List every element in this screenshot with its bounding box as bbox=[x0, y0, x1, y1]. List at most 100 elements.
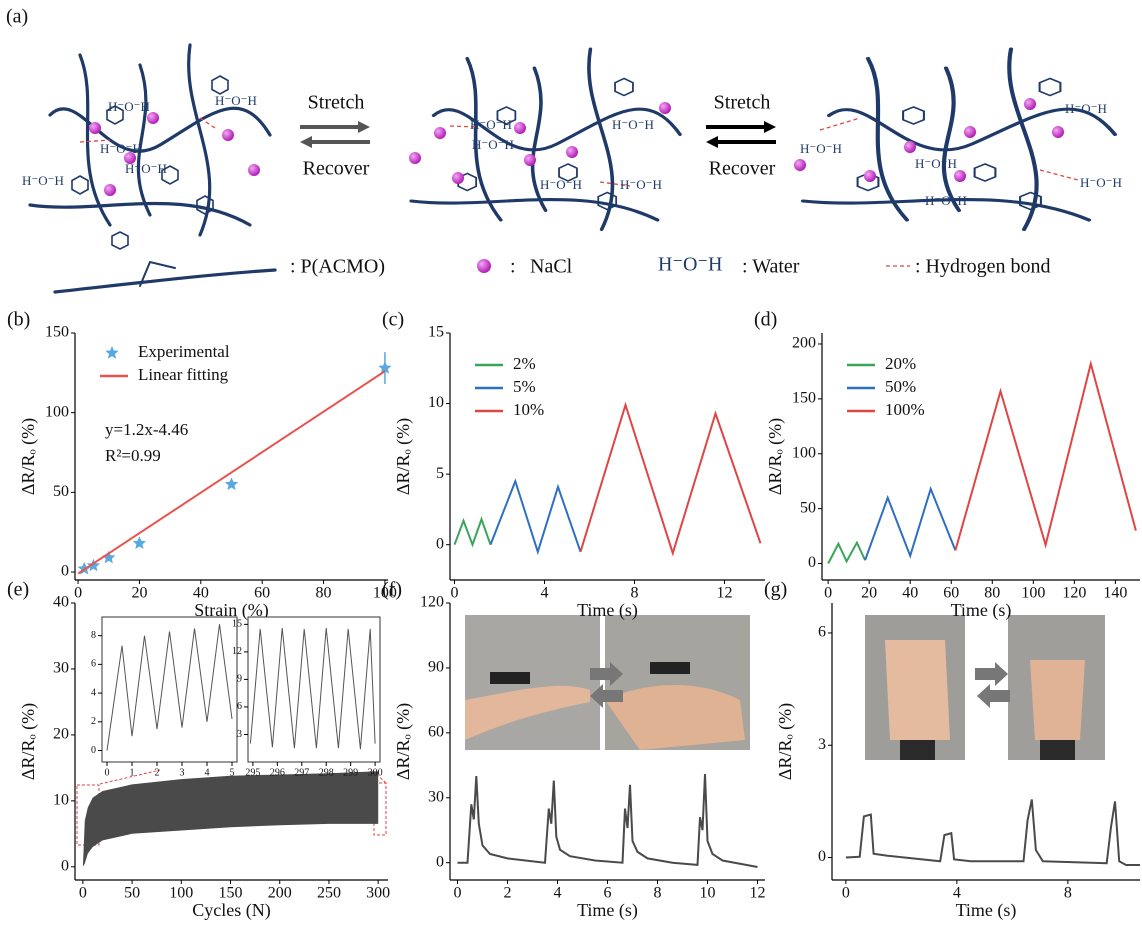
x-tick-label: 0 bbox=[451, 585, 459, 602]
x-axis-label: Time (s) bbox=[577, 900, 638, 921]
x-tick-label: 120 bbox=[1062, 585, 1086, 602]
x-tick-label: 150 bbox=[219, 885, 243, 902]
x-tick-label: 299 bbox=[343, 767, 358, 778]
x-tick-label: 250 bbox=[317, 885, 341, 902]
y-tick-label: 10 bbox=[53, 792, 69, 809]
x-tick-label: 298 bbox=[319, 767, 334, 778]
data-point bbox=[133, 536, 146, 549]
photo bbox=[465, 615, 600, 750]
network-relaxed bbox=[30, 45, 270, 235]
legend-marker bbox=[105, 346, 118, 359]
y-tick-label: 30 bbox=[53, 660, 69, 677]
water-label: H⁻O⁻H bbox=[215, 93, 257, 108]
y-tick-label: 0 bbox=[91, 745, 96, 756]
x-tick-label: 140 bbox=[1103, 585, 1127, 602]
x-tick-label: 4 bbox=[953, 885, 961, 902]
y-tick-label: 150 bbox=[792, 390, 816, 407]
x-tick-label: 295 bbox=[245, 767, 260, 778]
legend-label: 2% bbox=[513, 354, 536, 373]
data-line bbox=[455, 519, 491, 544]
arrows-2 bbox=[706, 121, 776, 148]
arrow-label: Stretch bbox=[714, 92, 771, 114]
x-tick-label: 1 bbox=[130, 767, 135, 778]
legend-text: : bbox=[510, 256, 516, 278]
y-axis-label: ΔR/Rₒ (%) bbox=[775, 703, 796, 780]
figure: (a) Stretch Recover Stretch Recover : P(… bbox=[0, 0, 1142, 929]
y-tick-label: 40 bbox=[53, 594, 69, 611]
y-tick-label: 100 bbox=[792, 444, 816, 461]
x-axis-label: Cycles (N) bbox=[192, 900, 270, 921]
legend-label: 5% bbox=[513, 377, 536, 396]
y-tick-label: 9 bbox=[237, 674, 242, 685]
x-tick-label: 297 bbox=[294, 767, 309, 778]
y-tick-label: 0 bbox=[818, 848, 826, 865]
y-tick-label: 50 bbox=[53, 483, 69, 500]
panel-label: (c) bbox=[382, 309, 404, 331]
x-tick-label: 80 bbox=[984, 585, 1000, 602]
x-tick-label: 12 bbox=[717, 585, 733, 602]
legend-text: : Hydrogen bond bbox=[915, 256, 1051, 278]
x-tick-label: 5 bbox=[230, 767, 235, 778]
photo bbox=[865, 615, 965, 760]
panel-label: (d) bbox=[754, 309, 777, 331]
x-tick-label: 8 bbox=[1064, 885, 1072, 902]
y-tick-label: 90 bbox=[428, 659, 444, 676]
x-tick-label: 12 bbox=[750, 885, 766, 902]
arrow-label: Recover bbox=[709, 158, 776, 180]
water-label: H⁻O⁻H bbox=[100, 141, 142, 156]
y-axis-label: ΔR/Rₒ (%) bbox=[18, 418, 39, 495]
water-label: H⁻O⁻H bbox=[540, 177, 582, 192]
y-tick-label: 0 bbox=[808, 554, 816, 571]
legend-text: H⁻O⁻H bbox=[658, 254, 722, 276]
inset-frame bbox=[102, 617, 237, 762]
network-stretched bbox=[411, 49, 680, 230]
y-tick-label: 5 bbox=[436, 465, 444, 482]
legend-label: 20% bbox=[885, 354, 916, 373]
y-tick-label: 100 bbox=[45, 403, 69, 420]
x-tick-label: 3 bbox=[180, 767, 185, 778]
data-line bbox=[581, 405, 761, 553]
nacl-icon bbox=[477, 259, 491, 273]
x-tick-label: 40 bbox=[193, 585, 209, 602]
legend-label: 50% bbox=[885, 377, 916, 396]
polymer-legend-icon bbox=[55, 232, 275, 292]
y-tick-label: 15 bbox=[232, 619, 242, 630]
x-tick-label: 8 bbox=[631, 585, 639, 602]
data-point bbox=[225, 477, 238, 490]
x-tick-label: 0 bbox=[842, 885, 850, 902]
water-label: H⁻O⁻H bbox=[915, 156, 957, 171]
x-tick-label: 296 bbox=[270, 767, 285, 778]
x-tick-label: 4 bbox=[554, 885, 562, 902]
data-band bbox=[83, 771, 378, 867]
x-tick-label: 200 bbox=[268, 885, 292, 902]
y-axis-label: ΔR/Rₒ (%) bbox=[18, 703, 39, 780]
x-tick-label: 4 bbox=[541, 585, 549, 602]
x-tick-label: 100 bbox=[1021, 585, 1045, 602]
photo bbox=[605, 615, 750, 750]
water-label: H⁻O⁻H bbox=[22, 173, 64, 188]
arrows-1 bbox=[300, 121, 370, 148]
y-axis-label: ΔR/Rₒ (%) bbox=[393, 418, 414, 495]
panel-label: (a) bbox=[6, 6, 28, 28]
legend-label: Linear fitting bbox=[138, 365, 229, 384]
panel-label: (f) bbox=[382, 579, 402, 601]
x-tick-label: 0 bbox=[105, 767, 110, 778]
x-tick-label: 2 bbox=[155, 767, 160, 778]
photo bbox=[1008, 615, 1105, 760]
y-tick-label: 6 bbox=[237, 701, 242, 712]
x-tick-label: 10 bbox=[700, 885, 716, 902]
y-tick-label: 0 bbox=[61, 857, 69, 874]
y-tick-label: 15 bbox=[428, 324, 444, 341]
y-tick-label: 8 bbox=[91, 630, 96, 641]
panel-label: (b) bbox=[7, 309, 30, 331]
y-tick-label: 6 bbox=[818, 624, 826, 641]
y-tick-label: 0 bbox=[436, 535, 444, 552]
data-line bbox=[491, 481, 581, 552]
legend-text: : Water bbox=[742, 256, 800, 278]
annotation: y=1.2x-4.46 bbox=[105, 420, 188, 439]
legend-label: 10% bbox=[513, 400, 544, 419]
legend-label: 100% bbox=[885, 400, 925, 419]
x-tick-label: 2 bbox=[504, 885, 512, 902]
x-tick-label: 60 bbox=[254, 585, 270, 602]
x-tick-label: 4 bbox=[205, 767, 210, 778]
